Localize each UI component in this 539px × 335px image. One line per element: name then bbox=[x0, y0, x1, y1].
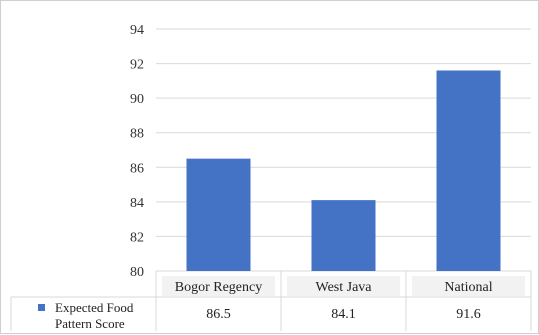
value-label: 86.5 bbox=[206, 307, 231, 322]
legend-swatch bbox=[38, 304, 45, 311]
category-cell bbox=[287, 276, 400, 296]
category-cell bbox=[162, 276, 275, 296]
category-cell bbox=[412, 276, 525, 296]
value-label: 91.6 bbox=[456, 307, 481, 322]
y-tick-label: 82 bbox=[130, 230, 144, 245]
bar bbox=[186, 158, 251, 271]
value-label: 84.1 bbox=[331, 307, 356, 322]
bar bbox=[436, 70, 501, 271]
category-label: West Java bbox=[315, 280, 372, 295]
y-tick-label: 84 bbox=[130, 196, 144, 211]
y-tick-label: 80 bbox=[130, 265, 144, 280]
category-label: National bbox=[444, 280, 492, 295]
legend-label: Expected Food bbox=[55, 300, 134, 315]
legend-label: Pattern Score bbox=[55, 316, 125, 331]
y-tick-label: 92 bbox=[130, 58, 144, 73]
y-tick-label: 86 bbox=[130, 161, 144, 176]
bar bbox=[311, 200, 376, 271]
category-label: Bogor Regency bbox=[175, 280, 262, 295]
y-tick-label: 94 bbox=[130, 23, 144, 38]
y-tick-label: 88 bbox=[130, 127, 144, 142]
y-tick-label: 90 bbox=[130, 92, 144, 107]
